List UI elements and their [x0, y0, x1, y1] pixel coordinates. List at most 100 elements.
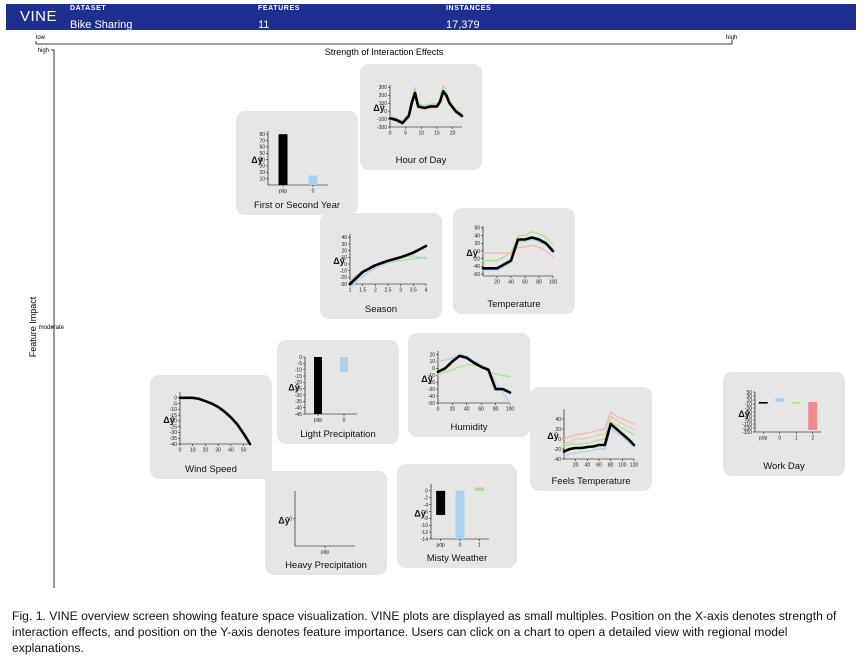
x-tick-label: 0 [389, 131, 392, 137]
y-tick-label: -20 [428, 380, 435, 386]
hour-pdp-line [388, 89, 464, 125]
x-tick-label: pdp [321, 550, 330, 556]
season-blue-line [349, 255, 427, 289]
x-tick-label: 80 [493, 407, 499, 413]
y-tick-label: -4 [424, 502, 429, 508]
small-multiples-area: -200 -100 0 100 200 300 Δŷ 0 5 10 15 20 Hour of Day 1… [150, 64, 845, 575]
year-bar-pdp [278, 134, 288, 185]
vine-card-feels[interactable]: -40 -20 0 20 40 Δŷ 20 40 60 80 100 120 Feels Tempera… [530, 387, 652, 491]
y-tick-label: -130 [742, 426, 752, 432]
misty-bar-pdp [436, 490, 446, 515]
delta-y-label: Δŷ [466, 248, 477, 258]
light-bar-0 [340, 357, 348, 373]
x-tick-label: 0 [312, 189, 315, 195]
vine-card-hour[interactable]: -200 -100 0 100 200 300 Δŷ 0 5 10 15 20 Hour of Day [360, 64, 482, 170]
feels-green-line [563, 420, 635, 448]
y-tick-label: -110 [742, 422, 752, 428]
dataset-value: Bike Sharing [70, 19, 133, 30]
x-tick-label: 0 [459, 543, 462, 549]
figure-caption: Fig. 1. VINE overview screen showing fea… [12, 609, 837, 655]
y-tick-label: -5 [298, 361, 303, 367]
card-title: Hour of Day [395, 155, 447, 166]
y-tick-label: -10 [170, 407, 177, 413]
y-tick-label: -10 [745, 402, 752, 408]
x-tick-label: 0 [778, 436, 781, 442]
y-tick-label: 0 [299, 355, 302, 361]
dataset-label: DATASET [70, 5, 107, 12]
vine-card-season[interactable]: -30 -20 -10 0 10 20 30 40 Δŷ 1 1.5 2 2.5 3 3.5 4 Season [320, 213, 442, 319]
x-tick-label: 1.5 [359, 288, 366, 294]
y-tick-label: -20 [554, 447, 561, 453]
y-tick-label: 30 [341, 242, 347, 248]
x-tick-label: 0 [179, 448, 182, 454]
vine-card-temperature[interactable]: -60 -40 -20 0 20 40 60 Δŷ 20 40 60 80 100 Temperature [453, 208, 575, 314]
delta-y-label: Δŷ [163, 415, 174, 425]
feels-tan-line [563, 415, 635, 445]
y-tick-label: 10 [429, 359, 435, 365]
delta-y-label: Δŷ [421, 374, 432, 384]
app-header: VINE DATASET Bike Sharing FEATURES 11 IN… [6, 4, 856, 30]
temperature-pink-line [482, 244, 554, 258]
card-title: Misty Weather [426, 553, 488, 564]
delta-y-label: Δŷ [278, 516, 289, 526]
x-tick-label: 60 [596, 463, 602, 469]
x-tick-label: 2 [811, 436, 814, 442]
x-tick-label: 3.5 [410, 288, 417, 294]
vine-card-workday[interactable]: 50 30 10 -10 -30 -50 -70 -90 -110 -130 -150 Δŷ pdp 0 1… [723, 372, 845, 476]
y-axis-high-label: high [38, 48, 49, 54]
x-tick-label: 15 [434, 131, 440, 137]
x-tick-label: 60 [478, 407, 484, 413]
x-tick-label: 80 [608, 463, 614, 469]
vine-card-misty[interactable]: 0 -2 -4 -6 -8 -10 -12 -14 Δŷ pdp 0 1 Misty Weather [397, 464, 517, 568]
vine-card-heavy[interactable]: 0 Δŷ pdp Heavy Precipitation [265, 471, 387, 575]
y-tick-label: -12 [421, 530, 428, 536]
x-tick-label: 120 [630, 463, 639, 469]
y-tick-label: -30 [745, 406, 752, 412]
y-tick-label: -200 [377, 125, 387, 131]
y-tick-label: -10 [421, 523, 428, 529]
x-tick-label: 2 [374, 288, 377, 294]
x-tick-label: 10 [419, 131, 425, 137]
vine-card-humidity[interactable]: -50 -40 -30 -20 -10 0 10 20 Δŷ 0 20 40 60 80 100 Humidi… [408, 333, 530, 437]
y-tick-label: 0 [289, 516, 292, 522]
y-tick-label: -100 [377, 117, 387, 123]
y-tick-label: -20 [170, 419, 177, 425]
y-tick-label: -30 [170, 430, 177, 436]
x-axis-low-label: low [36, 35, 46, 41]
y-tick-label: 50 [746, 390, 752, 396]
y-tick-label: 10 [259, 176, 265, 182]
y-tick-label: -30 [428, 387, 435, 393]
y-tick-label: -30 [340, 282, 347, 288]
x-tick-label: 1 [349, 288, 352, 294]
x-tick-label: 50 [241, 448, 247, 454]
x-tick-label: 0 [437, 407, 440, 413]
y-tick-label: -2 [424, 496, 429, 502]
card-title: Humidity [450, 422, 488, 433]
delta-y-label: Δŷ [547, 431, 558, 441]
y-tick-label: -30 [295, 393, 302, 399]
y-tick-label: -20 [473, 256, 480, 262]
vine-card-wind[interactable]: 0 -5 -10 -15 -20 -25 -30 -35 -40 Δŷ 0 10 20 30 40 50 Win… [150, 375, 272, 479]
card-title: Temperature [487, 299, 541, 310]
wind-pdp-line [178, 396, 252, 446]
features-label: FEATURES [258, 5, 301, 12]
y-tick-label: -35 [295, 399, 302, 405]
x-tick-label: 80 [536, 280, 542, 286]
y-tick-label: 0 [425, 489, 428, 495]
y-tick-label: 30 [746, 394, 752, 400]
y-axis-title: Feature Impact [28, 296, 38, 357]
x-tick-label: 100 [549, 280, 558, 286]
vine-card-year[interactable]: 10 20 30 40 50 60 70 80 Δŷ pdp 0 First or Second Ye… [236, 111, 358, 215]
temperature-green-line [482, 231, 554, 262]
misty-bar-1 [474, 487, 484, 491]
y-tick-label: 40 [555, 417, 561, 423]
x-tick-label: pdp [279, 189, 288, 195]
vine-card-light[interactable]: 0 -5 -10 -15 -20 -25 -30 -35 -40 -45 Δŷ pdp 0 Light P… [277, 340, 399, 444]
y-tick-label: -20 [340, 275, 347, 281]
y-tick-label: -10 [340, 268, 347, 274]
